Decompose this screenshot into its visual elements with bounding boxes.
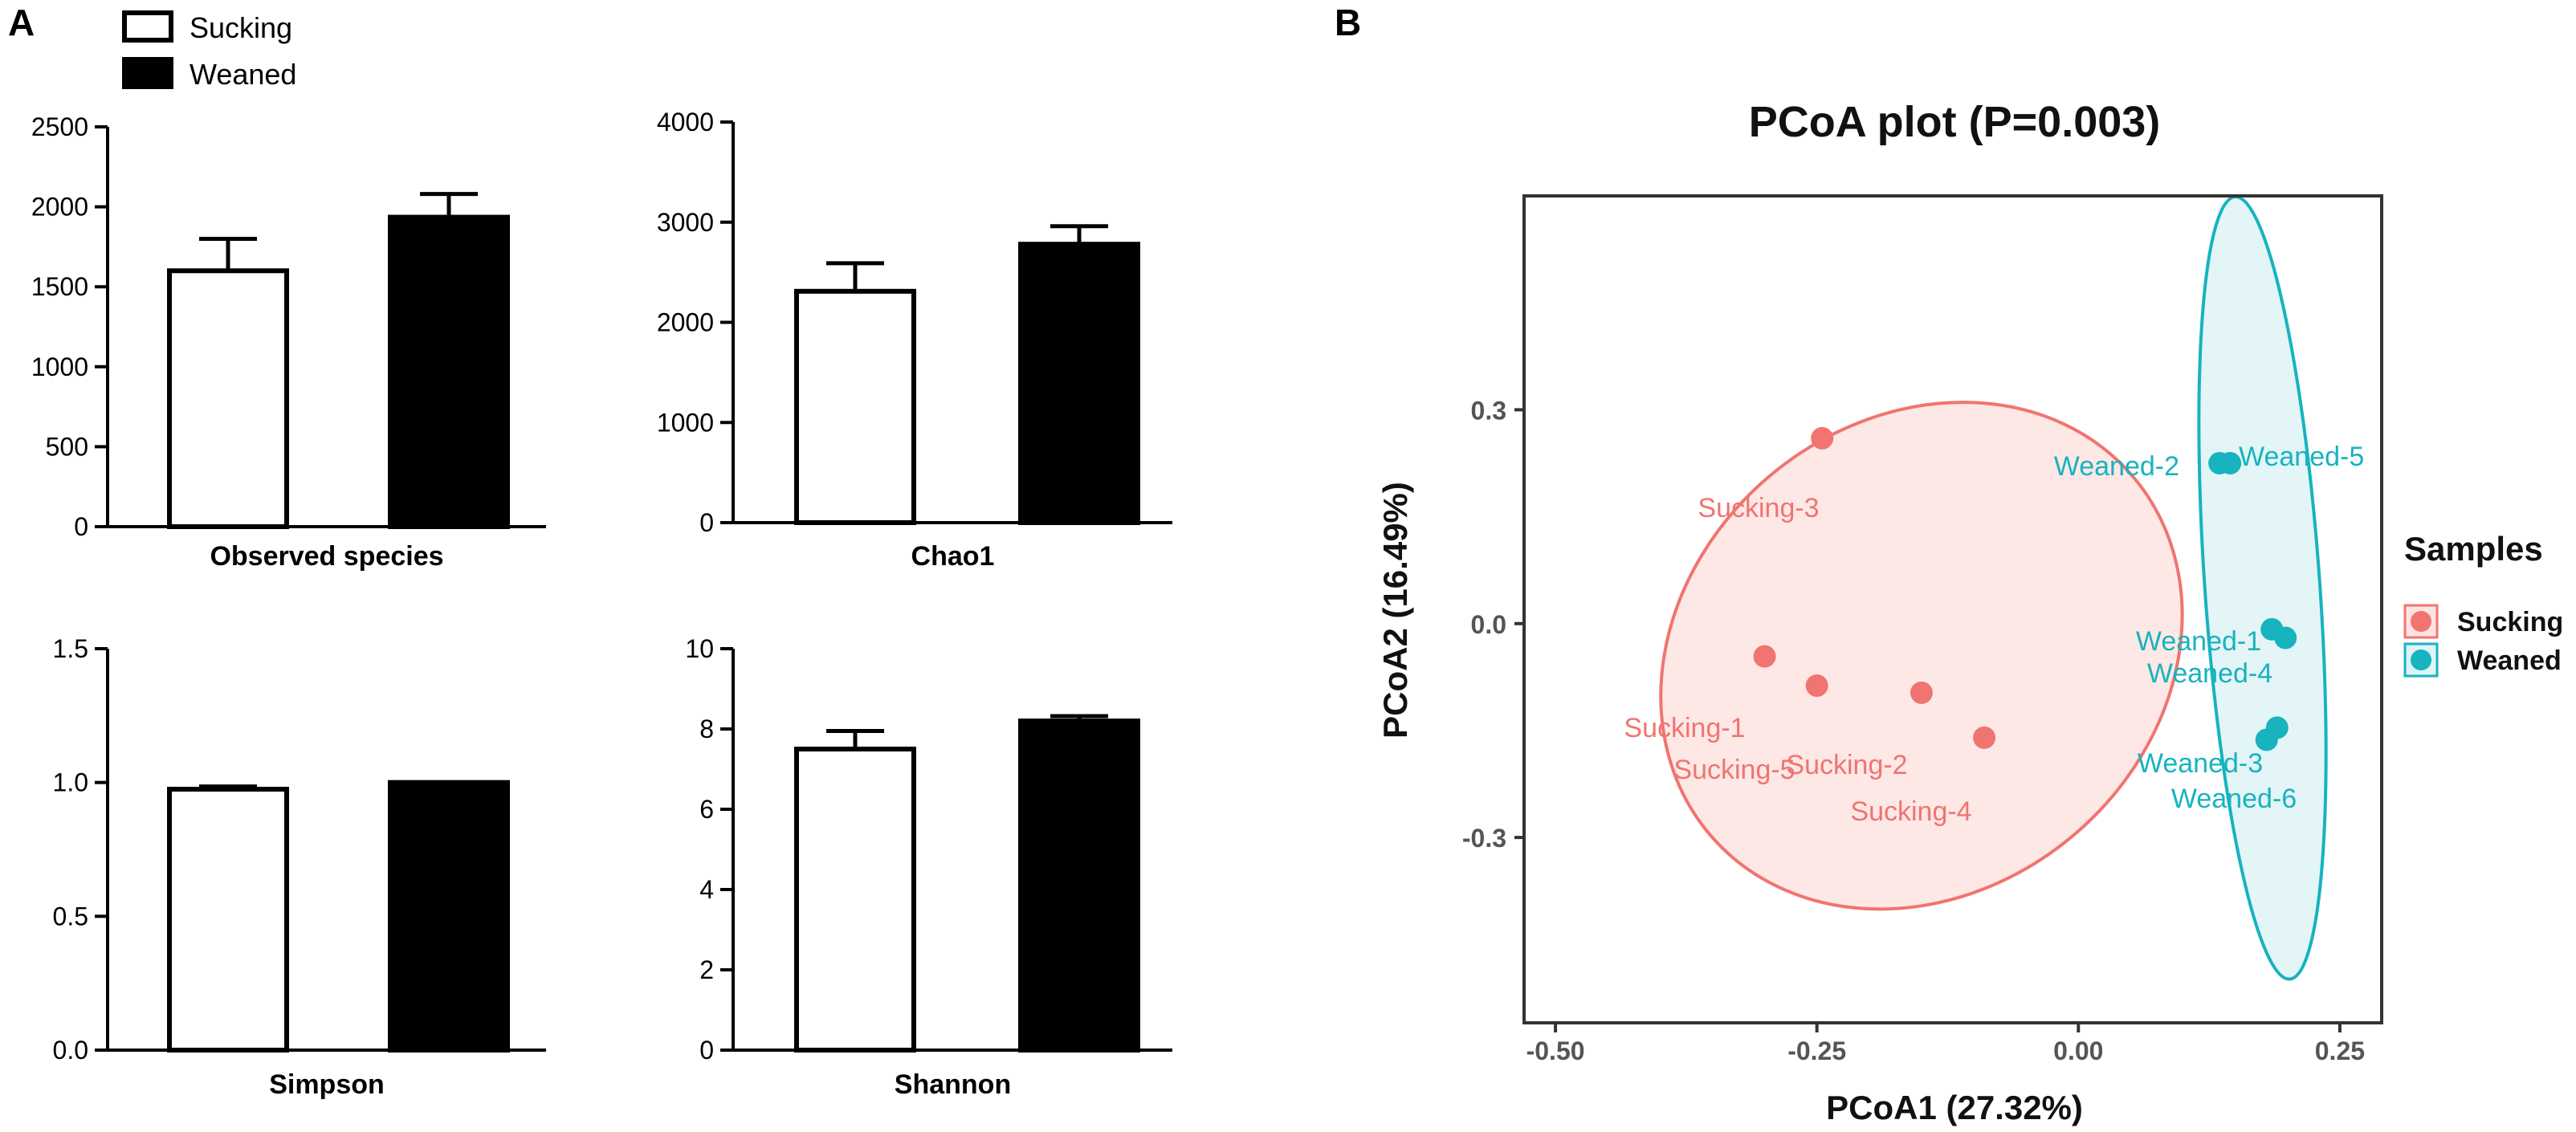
y-tick-label: 2000	[31, 193, 88, 222]
x-tick-label: 0.00	[2053, 1036, 2103, 1065]
point-label: Weaned-4	[2147, 658, 2272, 689]
legend-label-sucking: Sucking	[190, 11, 292, 44]
legend-swatch-weaned	[122, 57, 173, 89]
pcoa-plot: PCoA plot (P=0.003) Sucking-3 Sucking-1 Suc…	[1376, 98, 2563, 1126]
bar-weaned	[1018, 242, 1140, 525]
y-axis-title: PCoA2 (16.49%)	[1376, 482, 1414, 739]
x-axis-label: Simpson	[269, 1069, 385, 1100]
y-tick-label: 0.5	[53, 902, 88, 930]
bar-sucking	[794, 747, 916, 1053]
point-label: Sucking-4	[1850, 796, 1971, 827]
bar-chart-chao1: 0 1000 2000 3000 4000 Chao1	[657, 108, 1172, 572]
point-weaned-5	[2219, 451, 2242, 474]
y-tick-label: 6	[699, 795, 714, 824]
point-sucking-3	[1811, 426, 1834, 450]
bar-sucking	[167, 787, 289, 1053]
pcoa-title: PCoA plot (P=0.003)	[1749, 98, 2161, 146]
y-tick-label: 500	[46, 432, 88, 461]
legend-dot-weaned	[2411, 649, 2431, 670]
bar-weaned	[388, 780, 510, 1053]
point-label: Weaned-1	[2136, 626, 2261, 657]
x-axis-label: Observed species	[210, 541, 443, 572]
legend-swatch-sucking	[122, 10, 173, 43]
point-sucking-4	[1973, 726, 1996, 749]
x-axis-label: Chao1	[911, 541, 995, 572]
legend-label-weaned: Weaned	[2457, 645, 2562, 676]
point-label: Weaned-6	[2171, 784, 2297, 814]
point-label: Sucking-2	[1786, 750, 1907, 780]
y-tick-label: 0.0	[1471, 610, 1506, 639]
bar-chart-shannon: 0 2 4 6 8 10 Shannon	[685, 634, 1172, 1100]
y-tick-label: 0	[699, 508, 714, 537]
ellipse-sucking	[1659, 401, 2184, 911]
point-label: Weaned-2	[2054, 451, 2179, 482]
panel-a-label: A	[8, 2, 35, 43]
point-label: Weaned-5	[2239, 442, 2364, 472]
y-tick-label: 2000	[657, 308, 714, 337]
point-sucking-2	[1910, 681, 1933, 704]
bar-weaned	[1018, 719, 1140, 1053]
y-tick-label: 1000	[657, 408, 714, 437]
y-tick-label: 3000	[657, 208, 714, 237]
y-tick-label: 8	[699, 715, 714, 743]
point-label: Sucking-3	[1698, 493, 1819, 523]
y-tick-label: 1000	[31, 352, 88, 381]
point-weaned-4	[2274, 626, 2297, 649]
bar-sucking	[794, 288, 916, 525]
point-label: Weaned-3	[2138, 748, 2263, 779]
y-tick-label: -0.3	[1462, 824, 1506, 853]
y-tick-label: 1.5	[53, 634, 88, 663]
x-axis-label: Shannon	[895, 1069, 1011, 1100]
bar-chart-simpson: 0.0 0.5 1.0 1.5 Simpson	[53, 634, 546, 1100]
panel-b-label: B	[1335, 2, 1361, 43]
y-tick-label: 10	[685, 634, 714, 663]
ellipse-weaned	[2197, 195, 2328, 981]
bar-chart-observed-species: 0 500 1000 1500 2000 2500 Observed species	[31, 112, 546, 572]
x-tick-label: -0.25	[1787, 1036, 1846, 1065]
y-tick-label: 0.0	[53, 1036, 88, 1065]
point-sucking-1	[1753, 645, 1776, 668]
bar-sucking	[167, 268, 289, 529]
point-label: Sucking-1	[1624, 713, 1745, 743]
y-tick-label: 2	[699, 955, 714, 984]
y-tick-label: 1500	[31, 272, 88, 301]
y-tick-label: 4	[699, 875, 714, 904]
point-label: Sucking-5	[1673, 755, 1795, 785]
bar-weaned	[388, 214, 510, 529]
point-weaned-6	[2265, 716, 2289, 739]
point-sucking-5	[1805, 674, 1828, 698]
y-tick-label: 0	[699, 1036, 714, 1065]
plot-border	[1522, 194, 2383, 1024]
y-tick-label: 1.0	[53, 768, 88, 797]
y-tick-label: 4000	[657, 108, 714, 136]
x-tick-label: -0.50	[1526, 1036, 1585, 1065]
y-tick-label: 0	[74, 512, 88, 541]
legend-title: Samples	[2404, 530, 2543, 568]
legend-label-sucking: Sucking	[2457, 607, 2563, 637]
y-tick-label: 0.3	[1471, 396, 1506, 425]
y-tick-label: 2500	[31, 112, 88, 141]
x-tick-label: 0.25	[2315, 1036, 2365, 1065]
x-axis-title: PCoA1 (27.32%)	[1826, 1089, 2083, 1126]
legend-label-weaned: Weaned	[190, 58, 296, 91]
legend-dot-sucking	[2411, 611, 2431, 632]
